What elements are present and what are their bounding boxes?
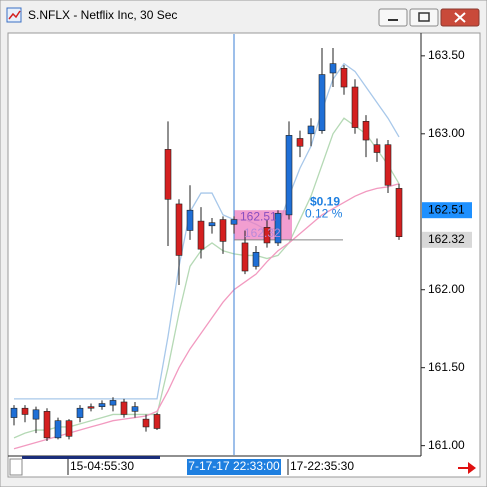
y-tick-label: 162.00 — [428, 282, 465, 296]
measure-from-label: 162.32 — [244, 226, 281, 240]
moving-average-line — [14, 62, 400, 400]
y-tick-label: 161.00 — [428, 438, 465, 452]
y-tick-label: 163.50 — [428, 48, 465, 62]
candle-body — [384, 144, 392, 186]
x-tick-label: 7-17-17 22:33:00 — [188, 459, 280, 473]
candle-body — [208, 222, 216, 227]
candle-body — [241, 242, 249, 272]
measure-percent: 0.12 % — [305, 206, 343, 220]
candle-body — [329, 63, 337, 74]
x-tick-label: 17-22:35:30 — [290, 459, 354, 473]
x-label-highlight — [187, 459, 281, 475]
measure-to-label: 162.51 — [240, 209, 277, 223]
candle-body — [164, 149, 172, 200]
candle-body — [54, 420, 62, 439]
candle-body — [98, 403, 106, 407]
candle-body — [186, 209, 194, 231]
y-tick-label: 161.50 — [428, 360, 465, 374]
price-marker-label: 162.51 — [428, 202, 465, 216]
candle-body — [340, 68, 348, 88]
candle-body — [219, 219, 227, 242]
price-marker-label: 162.32 — [428, 232, 465, 246]
candle-body — [153, 414, 161, 429]
minimize-button[interactable] — [378, 8, 408, 27]
measure-box — [234, 210, 292, 240]
candle-body — [274, 213, 282, 244]
candle-body — [32, 409, 40, 420]
candle-body — [362, 121, 370, 141]
candle-body — [10, 407, 18, 418]
candle-body — [351, 86, 359, 128]
candle-body — [76, 407, 84, 418]
candle-body — [131, 406, 139, 412]
y-tick-label: 163.00 — [428, 126, 465, 140]
close-glyph — [454, 12, 466, 23]
candle-body — [395, 188, 403, 238]
candle-body — [142, 418, 150, 428]
scroll-box[interactable] — [9, 458, 23, 476]
moving-average-line — [13, 183, 400, 450]
candle-body — [175, 203, 183, 256]
candle-body — [197, 220, 205, 250]
candle-body — [87, 406, 95, 409]
measure-change: $0.19 — [310, 194, 340, 208]
candle-body — [120, 401, 128, 415]
plot: 162.51 162.32 $0.190.12 % — [10, 34, 403, 455]
candle-body — [109, 400, 117, 406]
candle-body — [21, 407, 29, 415]
candle-body — [296, 138, 304, 147]
candle-body — [307, 125, 315, 135]
candle-body — [65, 420, 73, 437]
price-marker — [422, 231, 472, 248]
candle-body — [43, 411, 51, 439]
candle-body — [252, 251, 260, 267]
window-title: S.NFLX - Netflix Inc, 30 Sec — [28, 8, 177, 22]
candle-body — [318, 74, 326, 131]
candle-body — [285, 135, 293, 216]
app-icon-glyph — [8, 10, 21, 20]
price-marker — [422, 202, 472, 219]
candle-body — [263, 227, 271, 244]
moving-average-line — [13, 117, 400, 439]
candle-body — [373, 144, 381, 153]
x-tick-label: 15-04:55:30 — [70, 459, 134, 473]
maximize-button[interactable] — [409, 8, 439, 27]
maximize-glyph — [418, 12, 430, 22]
candle-body — [230, 219, 238, 225]
scroll-right-arrow[interactable] — [458, 462, 476, 474]
scroll-thumb[interactable] — [22, 456, 160, 459]
